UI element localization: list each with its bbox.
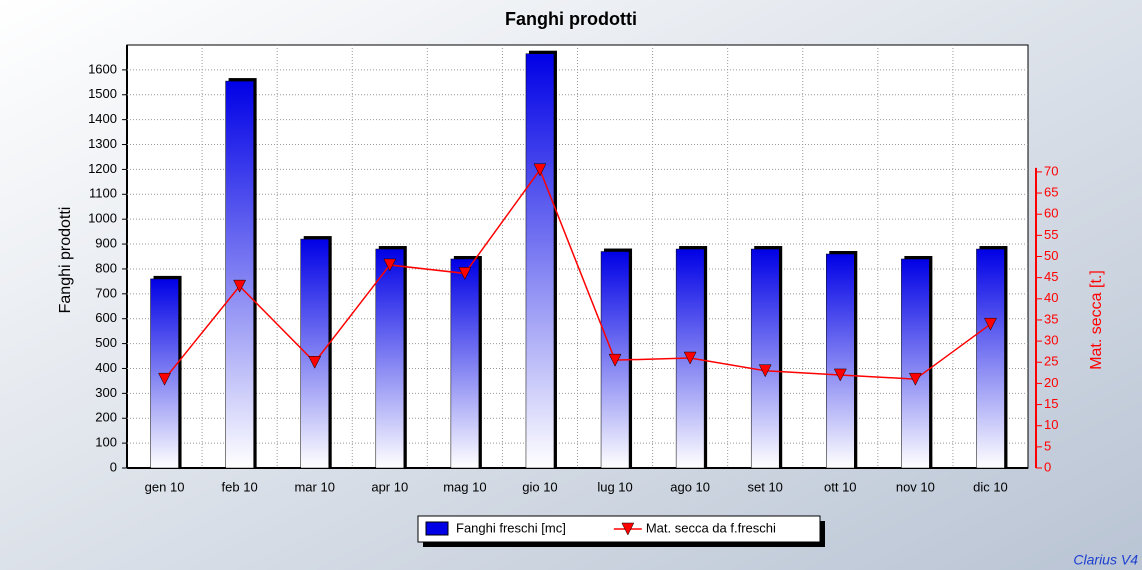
y2-tick-label: 25 — [1044, 354, 1058, 369]
marker — [908, 372, 922, 386]
y2-tick-label: 0 — [1044, 459, 1051, 474]
y2-tick-label: 70 — [1044, 163, 1058, 178]
y2-tick-label: 35 — [1044, 311, 1058, 326]
y-tick-label: 0 — [110, 459, 117, 474]
x-tick-label: dic 10 — [973, 479, 1008, 494]
y-tick-label: 500 — [95, 335, 117, 350]
legend-marker — [621, 522, 635, 536]
x-tick-label: set 10 — [747, 479, 782, 494]
bar — [750, 248, 780, 469]
marker — [833, 368, 847, 382]
watermark: Clarius V4 — [1073, 552, 1138, 568]
y-tick-label: 100 — [95, 435, 117, 450]
marker — [533, 163, 547, 177]
legend-label: Mat. secca da f.freschi — [646, 520, 776, 535]
marker — [758, 364, 772, 378]
x-tick-label: apr 10 — [371, 479, 408, 494]
y-tick-label: 900 — [95, 235, 117, 250]
y-tick-label: 700 — [95, 285, 117, 300]
y2-tick-label: 65 — [1044, 184, 1058, 199]
y-tick-label: 400 — [95, 360, 117, 375]
bar — [976, 248, 1005, 469]
line — [163, 168, 991, 380]
y-tick-label: 1500 — [88, 86, 117, 101]
legend-swatch — [425, 521, 449, 536]
x-tick-label: ago 10 — [670, 479, 710, 494]
y2-tick-label: 60 — [1044, 206, 1058, 221]
marker — [158, 372, 171, 386]
x-tick-label: gio 10 — [522, 479, 557, 494]
y2-tick-label: 10 — [1044, 417, 1058, 432]
x-tick-label: mag 10 — [443, 479, 486, 494]
y-tick-label: 1400 — [88, 111, 117, 126]
x-tick-label: feb 10 — [222, 479, 258, 494]
y2-tick-label: 5 — [1044, 438, 1051, 453]
y2-tick-label: 15 — [1044, 396, 1058, 411]
y-tick-label: 1300 — [88, 136, 117, 151]
plot-area — [126, 44, 1029, 469]
x-tick-label: nov 10 — [896, 479, 935, 494]
bar — [450, 258, 480, 469]
bar — [300, 238, 329, 469]
bar — [375, 248, 405, 469]
chart-title: Fanghi prodotti — [505, 9, 637, 29]
legend-label: Fanghi freschi [mc] — [456, 520, 566, 535]
marker — [458, 267, 472, 280]
y2-tick-label: 20 — [1044, 375, 1058, 390]
marker — [984, 317, 997, 331]
y2-tick-label: 40 — [1044, 290, 1058, 305]
y-tick-label: 1200 — [88, 161, 117, 176]
bar — [525, 53, 555, 469]
marker — [383, 258, 397, 272]
bar — [901, 258, 930, 469]
y-tick-label: 800 — [95, 260, 117, 275]
y2-tick-label: 45 — [1044, 269, 1058, 284]
x-tick-label: ott 10 — [824, 479, 857, 494]
y-tick-label: 1000 — [88, 211, 117, 226]
x-tick-label: gen 10 — [145, 479, 185, 494]
y2-tick-label: 30 — [1044, 333, 1058, 348]
marker — [683, 351, 697, 365]
y2-axis-label: Mat. secca [t.] — [1088, 270, 1105, 370]
marker — [308, 356, 322, 369]
marker — [608, 353, 622, 367]
marker — [233, 279, 247, 293]
y-tick-label: 1600 — [88, 61, 117, 76]
y-axis-label: Fanghi prodotti — [57, 207, 74, 314]
x-tick-label: mar 10 — [294, 479, 334, 494]
y2-tick-label: 55 — [1044, 227, 1058, 242]
y-tick-label: 300 — [95, 385, 117, 400]
bar — [826, 253, 855, 469]
bar — [225, 80, 254, 469]
y-tick-label: 200 — [95, 410, 117, 425]
x-tick-label: lug 10 — [597, 479, 632, 494]
y-tick-label: 1100 — [89, 186, 117, 201]
y-tick-label: 600 — [95, 310, 117, 325]
y2-tick-label: 50 — [1044, 248, 1058, 263]
